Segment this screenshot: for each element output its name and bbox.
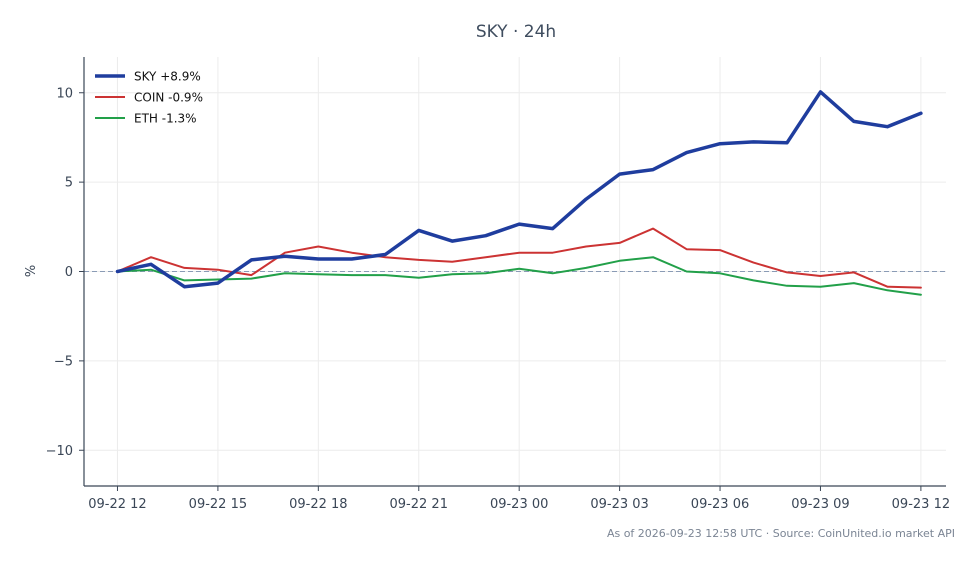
y-tick-label: −5: [54, 354, 73, 369]
y-tick-label: 0: [65, 265, 73, 280]
series-line-1: [116, 227, 922, 289]
legend-label: COIN -0.9%: [134, 91, 203, 105]
y-axis-label: %: [24, 265, 39, 277]
y-tick-label: 5: [65, 176, 73, 191]
y-tick-label: −10: [46, 444, 73, 459]
series-line-0: [115, 90, 923, 289]
chart-title: SKY · 24h: [476, 22, 556, 42]
x-tick-label: 09-23 06: [691, 497, 749, 512]
y-tick-label: 10: [56, 86, 73, 101]
x-tick-label: 09-22 15: [189, 497, 247, 512]
x-tick-label: 09-22 18: [289, 497, 347, 512]
x-tick-label: 09-23 03: [590, 497, 648, 512]
legend-label: SKY +8.9%: [134, 70, 201, 84]
x-tick-label: 09-22 21: [390, 497, 448, 512]
x-tick-label: 09-22 12: [88, 497, 146, 512]
y-ticks: −10 −5 0 5 10: [46, 86, 84, 459]
x-tick-label: 09-23 12: [892, 497, 950, 512]
x-tick-label: 09-23 00: [490, 497, 548, 512]
series-layer: [115, 90, 923, 296]
x-ticks: 09-22 12 09-22 15 09-22 18 09-22 21 09-23 00…: [88, 486, 950, 512]
legend-label: ETH -1.3%: [134, 112, 197, 126]
legend: SKY +8.9% COIN -0.9% ETH -1.3%: [95, 70, 203, 126]
footer-source: As of 2026-09-23 12:58 UTC · Source: Coi…: [607, 527, 955, 540]
x-tick-label: 09-23 09: [791, 497, 849, 512]
series-line-2: [116, 256, 922, 296]
